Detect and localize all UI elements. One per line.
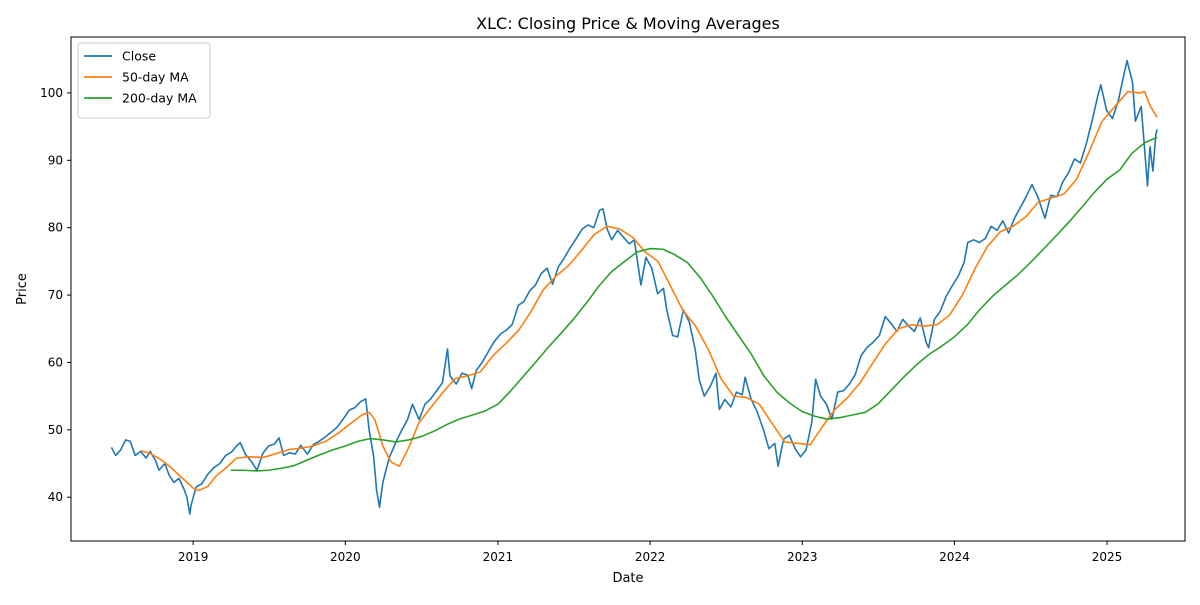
legend-label: Close bbox=[122, 49, 156, 64]
x-axis-label: Date bbox=[612, 571, 643, 586]
x-tick-label: 2020 bbox=[330, 550, 361, 564]
x-tick-label: 2019 bbox=[178, 550, 209, 564]
series-line-close bbox=[110, 59, 1158, 515]
legend-label: 200-day MA bbox=[122, 91, 197, 106]
y-axis-label: Price bbox=[15, 273, 30, 305]
y-tick-label: 90 bbox=[48, 153, 63, 167]
x-tick-label: 2024 bbox=[939, 550, 970, 564]
x-tick-label: 2021 bbox=[483, 550, 514, 564]
y-tick-label: 60 bbox=[48, 355, 63, 369]
legend-box bbox=[77, 42, 211, 119]
series-group bbox=[110, 59, 1158, 515]
x-tick-label: 2022 bbox=[635, 550, 666, 564]
series-line-50-day-ma bbox=[140, 90, 1158, 492]
y-axis: 40 50 60 70 80 90 100 bbox=[40, 86, 71, 504]
y-tick-label: 80 bbox=[48, 221, 63, 235]
chart-title: XLC: Closing Price & Moving Averages bbox=[476, 14, 780, 33]
x-tick-label: 2025 bbox=[1092, 550, 1123, 564]
legend: Close 50-day MA 200-day MA bbox=[77, 42, 211, 119]
legend-label: 50-day MA bbox=[122, 70, 189, 85]
x-axis: 2019 2020 2021 2022 2023 2024 2025 bbox=[178, 541, 1122, 564]
y-tick-label: 100 bbox=[40, 86, 63, 100]
x-tick-label: 2023 bbox=[787, 550, 818, 564]
y-tick-label: 70 bbox=[48, 288, 63, 302]
y-tick-label: 40 bbox=[48, 490, 63, 504]
y-tick-label: 50 bbox=[48, 423, 63, 437]
plot-frame bbox=[70, 36, 1186, 542]
series-line-200-day-ma bbox=[230, 136, 1158, 472]
